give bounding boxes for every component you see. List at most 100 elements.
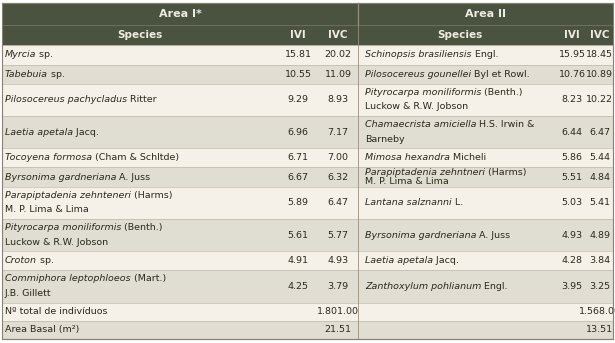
Text: Schinopsis brasiliensis: Schinopsis brasiliensis xyxy=(365,50,472,59)
Text: sp.: sp. xyxy=(48,70,65,79)
Bar xyxy=(2,219,613,251)
Text: Laetia apetala: Laetia apetala xyxy=(365,256,433,265)
Text: sp.: sp. xyxy=(37,256,54,265)
Text: 21.51: 21.51 xyxy=(325,326,352,334)
Text: Species: Species xyxy=(437,30,483,40)
Text: 7.00: 7.00 xyxy=(328,153,349,162)
Text: Barneby: Barneby xyxy=(365,135,405,144)
Text: Tabebuia: Tabebuia xyxy=(5,70,48,79)
Text: Jacq.: Jacq. xyxy=(73,128,99,137)
Text: M. P. Lima & Lima: M. P. Lima & Lima xyxy=(5,205,89,214)
Text: 3.95: 3.95 xyxy=(561,282,582,291)
Text: 8.23: 8.23 xyxy=(561,95,582,104)
Text: Croton: Croton xyxy=(5,256,37,265)
Text: 7.17: 7.17 xyxy=(328,128,349,137)
Text: Ritter: Ritter xyxy=(127,95,157,104)
Text: 11.09: 11.09 xyxy=(325,70,352,79)
Text: 4.93: 4.93 xyxy=(561,230,582,239)
Text: 5.86: 5.86 xyxy=(561,153,582,162)
Text: IVI: IVI xyxy=(290,30,306,40)
Bar xyxy=(2,25,613,45)
Text: 10.76: 10.76 xyxy=(558,70,585,79)
Text: (Benth.): (Benth.) xyxy=(121,223,163,232)
Text: 10.22: 10.22 xyxy=(586,95,613,104)
Text: Area I*: Area I* xyxy=(159,9,202,19)
Text: 4.25: 4.25 xyxy=(287,282,309,291)
Text: 6.44: 6.44 xyxy=(561,128,582,137)
Bar xyxy=(2,187,613,219)
Text: (Harms): (Harms) xyxy=(131,190,172,200)
Text: IVI: IVI xyxy=(564,30,580,40)
Text: Nº total de indivíduos: Nº total de indivíduos xyxy=(5,307,108,316)
Text: 1.801.00: 1.801.00 xyxy=(317,307,359,316)
Text: 10.55: 10.55 xyxy=(285,70,312,79)
Text: Laetia apetala: Laetia apetala xyxy=(5,128,73,137)
Text: 5.89: 5.89 xyxy=(287,198,309,207)
Bar xyxy=(2,3,358,25)
Text: 4.89: 4.89 xyxy=(589,230,610,239)
Bar xyxy=(2,303,613,321)
Text: Byl et Rowl.: Byl et Rowl. xyxy=(471,70,530,79)
Text: 6.67: 6.67 xyxy=(287,173,309,181)
Text: Lantana salznanni: Lantana salznanni xyxy=(365,198,451,207)
Bar xyxy=(2,45,613,64)
Text: Commiphora leptophloeos: Commiphora leptophloeos xyxy=(5,274,130,283)
Text: 6.71: 6.71 xyxy=(287,153,309,162)
Text: (Benth.): (Benth.) xyxy=(482,87,523,97)
Text: Parapiptadenia zehnteneri: Parapiptadenia zehnteneri xyxy=(5,190,131,200)
Bar xyxy=(2,84,613,116)
Text: M. P. Lima & Lima: M. P. Lima & Lima xyxy=(365,177,449,186)
Text: H.S. Irwin &: H.S. Irwin & xyxy=(477,120,535,129)
Text: 5.41: 5.41 xyxy=(589,198,610,207)
Text: 8.93: 8.93 xyxy=(327,95,349,104)
Text: Myrcia: Myrcia xyxy=(5,50,36,59)
Text: (Mart.): (Mart.) xyxy=(130,274,166,283)
Bar xyxy=(358,3,613,25)
Text: Area II: Area II xyxy=(465,9,506,19)
Text: 10.89: 10.89 xyxy=(586,70,613,79)
Text: 3.84: 3.84 xyxy=(589,256,610,265)
Text: Parapiptadenia zehntneri: Parapiptadenia zehntneri xyxy=(365,168,485,177)
Text: Luckow & R.W. Jobson: Luckow & R.W. Jobson xyxy=(365,103,468,111)
Text: 1.568.00: 1.568.00 xyxy=(579,307,615,316)
Text: IVC: IVC xyxy=(590,30,609,40)
Text: 4.91: 4.91 xyxy=(287,256,309,265)
Text: Jacq.: Jacq. xyxy=(433,256,459,265)
Text: Luckow & R.W. Jobson: Luckow & R.W. Jobson xyxy=(5,238,108,247)
Text: Pityrocarpa moniliformis: Pityrocarpa moniliformis xyxy=(365,87,482,97)
Text: IVC: IVC xyxy=(328,30,347,40)
Text: Species: Species xyxy=(117,30,162,40)
Bar xyxy=(2,148,613,167)
Text: L.: L. xyxy=(451,198,463,207)
Text: Area Basal (m²): Area Basal (m²) xyxy=(5,326,79,334)
Text: 6.32: 6.32 xyxy=(327,173,349,181)
Bar xyxy=(2,116,613,148)
Text: 4.28: 4.28 xyxy=(561,256,582,265)
Text: 3.79: 3.79 xyxy=(327,282,349,291)
Bar xyxy=(2,251,613,270)
Text: 13.51: 13.51 xyxy=(586,326,613,334)
Text: 6.96: 6.96 xyxy=(287,128,309,137)
Text: 5.03: 5.03 xyxy=(561,198,582,207)
Text: J.B. Gillett: J.B. Gillett xyxy=(5,289,52,298)
Text: 20.02: 20.02 xyxy=(325,50,352,59)
Text: Engl.: Engl. xyxy=(472,50,498,59)
Text: Chamaecrista amiciella: Chamaecrista amiciella xyxy=(365,120,477,129)
Text: Pilosocereus gounellei: Pilosocereus gounellei xyxy=(365,70,471,79)
Text: (Harms): (Harms) xyxy=(485,168,526,177)
Text: Tocoyena formosa: Tocoyena formosa xyxy=(5,153,92,162)
Text: Engl.: Engl. xyxy=(482,282,508,291)
Text: 5.77: 5.77 xyxy=(328,230,349,239)
Text: 6.47: 6.47 xyxy=(328,198,349,207)
Text: 18.45: 18.45 xyxy=(586,50,613,59)
Text: A. Juss: A. Juss xyxy=(477,230,510,239)
Text: Micheli: Micheli xyxy=(450,153,486,162)
Bar xyxy=(2,270,613,303)
Text: 4.93: 4.93 xyxy=(327,256,349,265)
Text: 4.84: 4.84 xyxy=(589,173,610,181)
Text: 5.61: 5.61 xyxy=(287,230,309,239)
Text: 5.51: 5.51 xyxy=(561,173,582,181)
Text: Byrsonima gardneriana: Byrsonima gardneriana xyxy=(5,173,116,181)
Text: 6.47: 6.47 xyxy=(589,128,610,137)
Text: A. Juss: A. Juss xyxy=(116,173,151,181)
